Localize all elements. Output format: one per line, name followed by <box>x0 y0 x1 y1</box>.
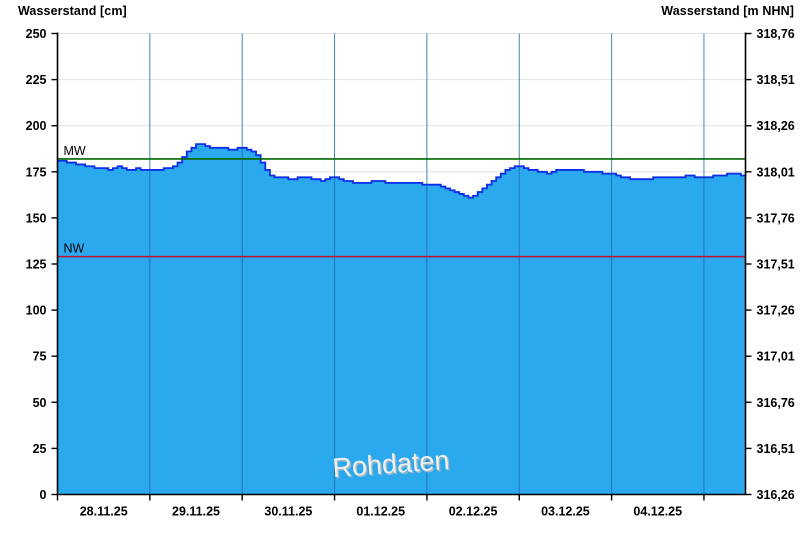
tick-label-right: 318,01 <box>757 165 795 179</box>
tick-label-left: 75 <box>33 350 47 364</box>
reference-label-mw: MW <box>64 144 86 158</box>
tick-label-right: 317,01 <box>757 350 795 364</box>
tick-label-bottom: 04.12.25 <box>633 505 682 519</box>
tick-label-left: 25 <box>33 442 47 456</box>
right-axis-title: Wasserstand [m NHN] <box>661 4 794 18</box>
tick-label-left: 50 <box>33 396 47 410</box>
tick-label-right: 316,51 <box>757 442 795 456</box>
tick-label-left: 150 <box>26 211 47 225</box>
tick-label-right: 318,51 <box>757 73 795 87</box>
tick-label-bottom: 29.11.25 <box>172 505 220 519</box>
tick-label-bottom: 02.12.25 <box>449 505 498 519</box>
reference-line-labels: MW NW <box>64 144 86 256</box>
tick-label-right: 316,76 <box>757 396 795 410</box>
tick-label-right: 317,76 <box>757 211 795 225</box>
tick-label-right: 318,26 <box>757 119 795 133</box>
tick-label-right: 318,76 <box>757 27 795 41</box>
tick-label-left: 200 <box>26 119 47 133</box>
level-line <box>57 143 747 199</box>
axis-ticks <box>51 32 752 501</box>
tick-label-left: 125 <box>26 258 47 272</box>
tick-label-left: 175 <box>26 165 47 179</box>
tick-label-left: 225 <box>26 73 47 87</box>
tick-label-right: 317,51 <box>757 258 795 272</box>
tick-label-bottom: 28.11.25 <box>80 505 128 519</box>
tick-label-left: 100 <box>26 304 47 318</box>
left-axis-title: Wasserstand [cm] <box>18 4 127 18</box>
day-gridlines <box>149 33 705 495</box>
tick-label-right: 317,26 <box>757 304 795 318</box>
tick-label-left: 250 <box>26 27 47 41</box>
tick-label-right: 316,26 <box>757 488 795 502</box>
area-fill <box>57 144 746 495</box>
tick-label-left: 0 <box>40 488 47 502</box>
tick-label-bottom: 03.12.25 <box>541 505 590 519</box>
water-level-area <box>57 144 746 495</box>
reference-lines <box>57 158 746 258</box>
tick-label-bottom: 30.11.25 <box>264 505 312 519</box>
reference-label-nw: NW <box>64 242 85 256</box>
tick-label-bottom: 01.12.25 <box>356 505 405 519</box>
water-level-line <box>57 143 747 199</box>
